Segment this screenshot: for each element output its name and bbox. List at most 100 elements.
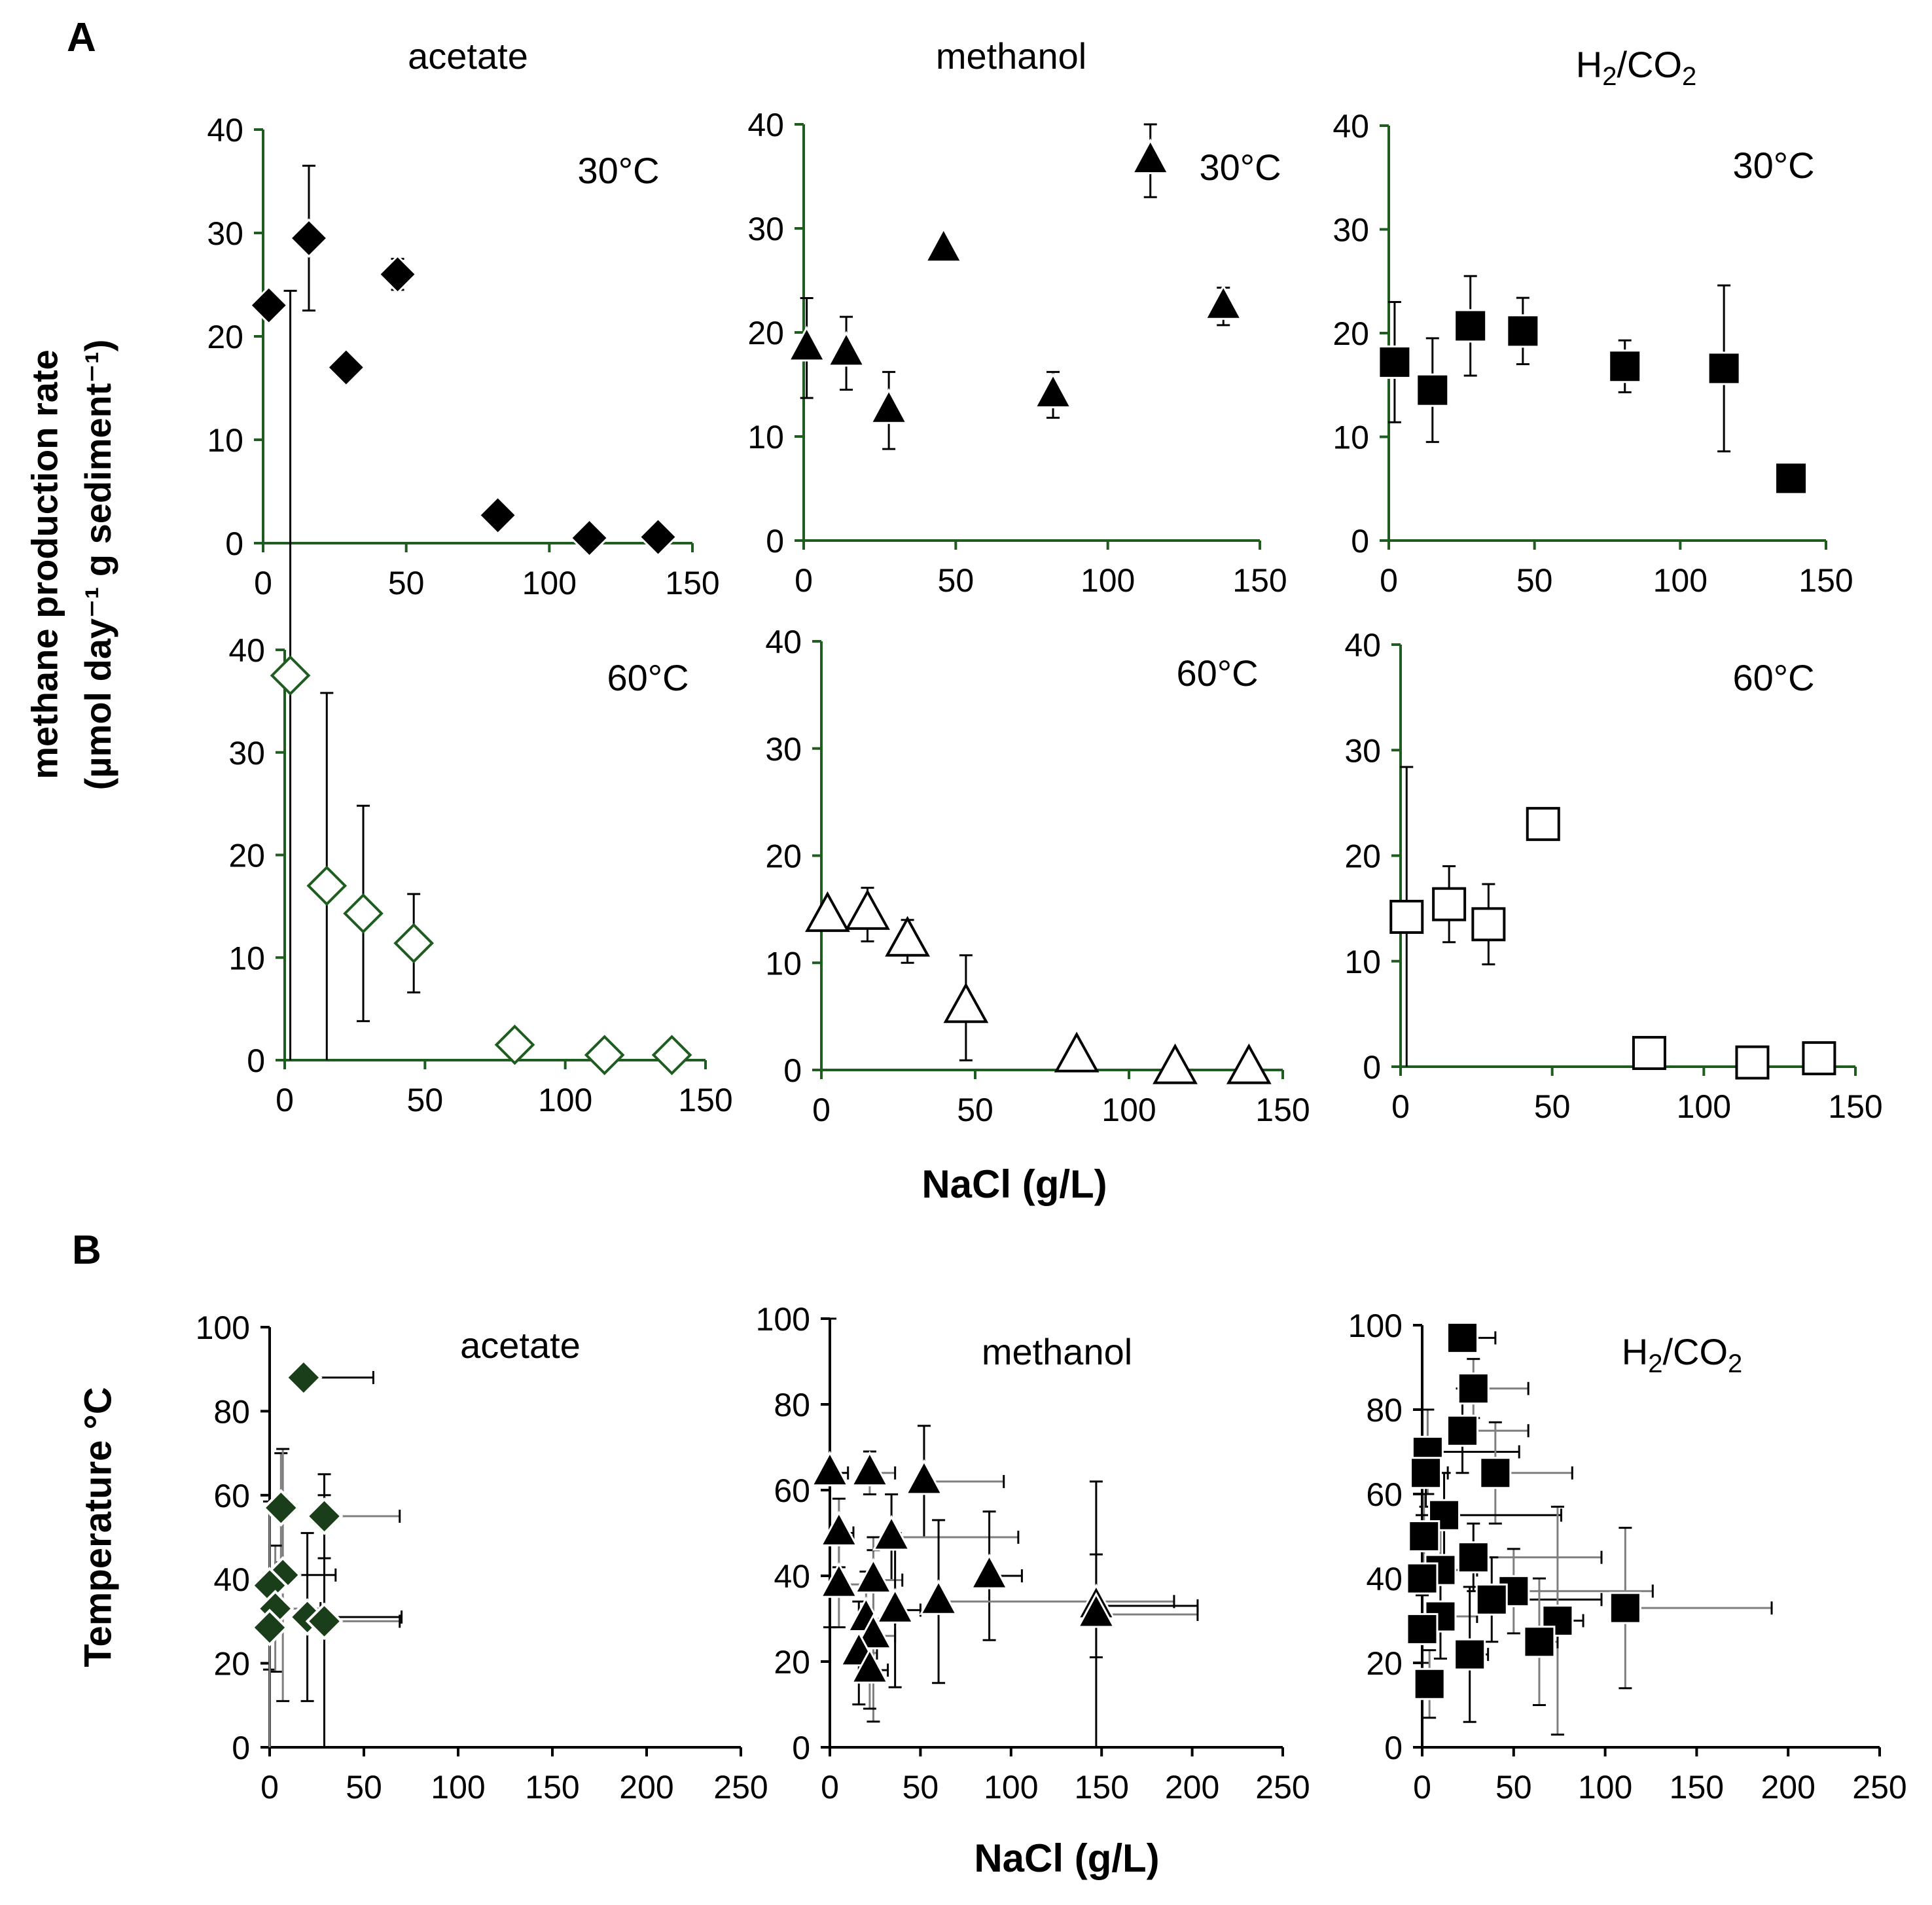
a-methanol-30-point-2	[869, 388, 908, 424]
a-methanol-30-ytick-label-3: 30	[747, 211, 784, 247]
b-acetate-point-7	[251, 1609, 289, 1647]
chart-b-methanol: 0 50 100 150 200 250 0 20 40 60 80 100 methanol	[756, 1301, 1310, 1806]
a-acetate-30-ytick-label-1: 10	[207, 422, 243, 459]
b-h2co2-point-1	[1457, 1372, 1490, 1405]
b-h2co2-ytick-label-3: 60	[1366, 1476, 1403, 1513]
a-methanol-30-ytick-label-2: 20	[747, 315, 784, 351]
a-h2co2-30-xtick-label-0: 0	[1380, 562, 1398, 599]
b-acetate-point-1	[262, 1489, 300, 1527]
a-methanol-30-ytick-label-1: 10	[747, 419, 784, 455]
a-h2co2-60-ytick-label-2: 20	[1344, 838, 1381, 875]
a-h2co2-30-point-6	[1774, 461, 1808, 495]
a-acetate-30-xtick-label-3: 150	[665, 565, 719, 601]
a-acetate-60-point-4	[494, 1024, 535, 1065]
panel-b-xlabel: NaCl (g/L)	[974, 1836, 1160, 1880]
a-methanol-60-point-5	[1153, 1043, 1198, 1084]
a-methanol-60-point-4	[1054, 1031, 1100, 1073]
chart-a-acetate-30: 0 50 100 150 0 10 20 30 40 acetate 30°C	[207, 35, 719, 601]
b-h2co2-point-19	[1413, 1667, 1446, 1700]
a-acetate-60-annotation: 60°C	[607, 657, 689, 698]
b-h2co2-ytick-label-0: 0	[1384, 1730, 1403, 1766]
a-acetate-30-point-1	[289, 218, 329, 258]
a-acetate-30-xtick-label-2: 100	[522, 565, 577, 601]
b-h2co2-point-8	[1457, 1541, 1490, 1574]
a-acetate-30-title: acetate	[408, 35, 528, 77]
chart-a-methanol-30: 0 50 100 150 0 10 20 30 40 methanol 30°C	[747, 35, 1287, 599]
a-methanol-60-ytick-label-3: 30	[765, 731, 802, 768]
a-h2co2-60-ytick-label-1: 10	[1344, 944, 1381, 980]
a-methanol-60-point-2	[885, 916, 930, 957]
b-acetate-ytick-label-2: 40	[213, 1561, 250, 1598]
a-h2co2-30-point-0	[1378, 345, 1412, 379]
b-acetate-xtick-label-5: 250	[713, 1769, 768, 1806]
b-methanol-ytick-label-0: 0	[792, 1730, 810, 1766]
b-h2co2-point-7	[1408, 1520, 1440, 1552]
a-h2co2-30-ytick-label-1: 10	[1333, 419, 1369, 456]
a-h2co2-30-xtick-label-1: 50	[1516, 562, 1553, 599]
a-acetate-60-xtick-label-2: 100	[538, 1082, 592, 1118]
b-h2co2-point-13	[1609, 1592, 1641, 1624]
panel-a-xlabel: NaCl (g/L)	[921, 1162, 1107, 1206]
a-h2co2-30-point-5	[1707, 351, 1741, 385]
a-h2co2-30-xtick-label-3: 150	[1798, 562, 1853, 599]
a-methanol-60-ytick-label-1: 10	[765, 945, 802, 982]
a-methanol-60-point-6	[1226, 1043, 1272, 1084]
b-h2co2-xtick-label-1: 50	[1495, 1769, 1532, 1806]
a-methanol-60-point-1	[845, 889, 890, 930]
a-h2co2-30-point-4	[1608, 349, 1642, 383]
b-methanol-title: methanol	[982, 1331, 1132, 1372]
a-acetate-30-point-6	[638, 517, 678, 557]
a-methanol-30-point-5	[1131, 138, 1170, 175]
b-acetate-ytick-label-1: 20	[213, 1646, 250, 1682]
a-acetate-30-ytick-label-4: 40	[207, 112, 243, 149]
a-acetate-60-ytick-label-3: 30	[228, 735, 265, 772]
b-h2co2-xtick-label-5: 250	[1852, 1769, 1906, 1806]
a-acetate-30-point-2	[326, 347, 366, 387]
a-h2co2-60-point-0	[1389, 900, 1424, 935]
a-h2co2-30-point-1	[1416, 373, 1450, 407]
a-acetate-60-xtick-label-0: 0	[276, 1082, 294, 1118]
a-methanol-30-xtick-label-1: 50	[938, 562, 975, 599]
a-h2co2-60-ytick-label-4: 40	[1344, 627, 1381, 664]
a-acetate-30-point-3	[378, 255, 418, 294]
a-acetate-30-ytick-label-2: 20	[207, 319, 243, 355]
b-methanol-xtick-label-5: 250	[1255, 1769, 1310, 1806]
a-methanol-30-title: methanol	[936, 35, 1086, 77]
b-methanol-ytick-label-1: 20	[774, 1644, 810, 1681]
a-methanol-30-point-0	[787, 325, 827, 362]
chart-a-h2co2-60: 0 50 100 150 0 10 20 30 40 60°C	[1344, 627, 1882, 1125]
a-acetate-60-ytick-label-1: 10	[228, 940, 265, 976]
b-methanol-point-15	[850, 1647, 889, 1684]
a-h2co2-30-ytick-label-4: 40	[1333, 108, 1369, 145]
b-acetate-title: acetate	[460, 1325, 581, 1366]
b-h2co2-xtick-label-2: 100	[1578, 1769, 1632, 1806]
panel-label-a: A	[67, 15, 96, 60]
panel-label-b: B	[72, 1228, 101, 1273]
b-methanol-ytick-label-4: 80	[774, 1387, 810, 1423]
a-acetate-60-xtick-label-3: 150	[678, 1082, 732, 1118]
a-acetate-30-xtick-label-1: 50	[388, 565, 425, 601]
a-acetate-60-point-6	[651, 1035, 692, 1075]
a-methanol-60-xtick-label-3: 150	[1255, 1092, 1310, 1128]
b-methanol-point-4	[872, 1514, 911, 1551]
b-acetate-point-8	[305, 1602, 344, 1641]
a-acetate-60-ytick-label-2: 20	[228, 838, 265, 874]
a-h2co2-60-point-1	[1432, 887, 1467, 921]
a-acetate-30-xtick-label-0: 0	[254, 565, 272, 601]
a-h2co2-60-xtick-label-1: 50	[1534, 1088, 1571, 1125]
a-methanol-30-point-3	[924, 226, 963, 263]
a-acetate-60-ytick-label-4: 40	[228, 632, 265, 669]
a-methanol-60-point-0	[805, 891, 850, 933]
a-h2co2-60-point-4	[1632, 1036, 1666, 1071]
a-methanol-60-ytick-label-2: 20	[765, 838, 802, 875]
a-methanol-60-xtick-label-0: 0	[812, 1092, 831, 1128]
chart-a-h2co2-30: 0 50 100 150 0 10 20 30 40 H2/CO2 30°C	[1333, 44, 1853, 599]
a-methanol-60-xtick-label-1: 50	[957, 1092, 993, 1128]
b-acetate-ytick-label-0: 0	[232, 1730, 250, 1766]
a-acetate-60-point-3	[393, 923, 435, 964]
b-methanol-ytick-label-2: 40	[774, 1558, 810, 1595]
b-methanol-xtick-label-1: 50	[903, 1769, 939, 1806]
b-acetate-xtick-label-2: 100	[431, 1769, 485, 1806]
